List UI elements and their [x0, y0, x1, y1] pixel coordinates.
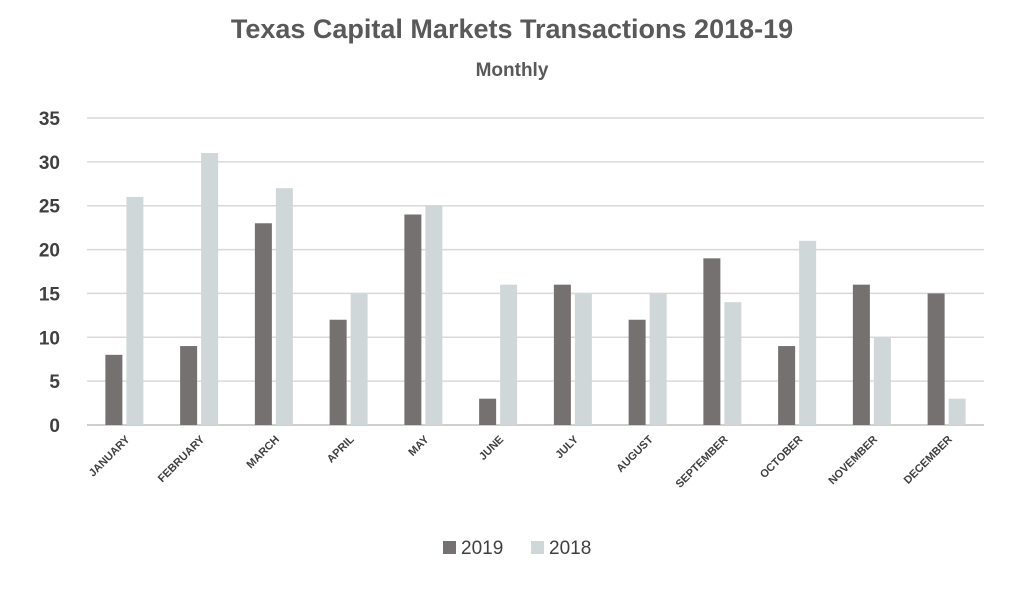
x-tick-label: JANUARY	[87, 433, 133, 479]
bars	[105, 153, 966, 426]
bar-2018-november	[873, 337, 891, 425]
x-tick-label: MAY	[406, 433, 432, 459]
y-tick-label: 0	[49, 416, 60, 437]
y-axis-ticks: 0 5 10 15 20 25 30 35	[39, 109, 61, 437]
x-tick-label: JUNE	[477, 434, 506, 463]
bar-2019-january	[105, 354, 123, 425]
chart-subtitle: Monthly	[475, 60, 549, 81]
x-tick-label: MARCH	[245, 434, 282, 471]
bar-2018-march	[275, 188, 293, 425]
x-tick-label: SEPTEMBER	[674, 434, 731, 491]
legend-swatch-2018	[531, 541, 544, 554]
legend-swatch-2019	[443, 541, 456, 554]
bar-2018-october	[799, 240, 817, 425]
legend-label-2018: 2018	[549, 538, 591, 559]
bar-2019-december	[927, 293, 945, 425]
bar-2018-september	[724, 302, 742, 425]
bar-2019-august	[628, 319, 646, 425]
x-tick-label: FEBRUARY	[156, 433, 208, 485]
x-tick-label: OCTOBER	[758, 434, 805, 481]
bar-2018-august	[649, 293, 667, 425]
bar-2018-june	[500, 284, 518, 425]
bar-2019-may	[404, 214, 422, 425]
bar-2018-february	[201, 153, 219, 426]
legend: 2019 2018	[443, 538, 591, 559]
gridlines	[87, 117, 984, 426]
bar-2018-december	[948, 398, 966, 425]
bar-2019-september	[703, 258, 721, 425]
x-tick-label: NOVEMBER	[827, 434, 880, 487]
bar-2019-march	[254, 223, 272, 425]
y-tick-label: 25	[39, 197, 61, 218]
bar-2018-may	[425, 205, 443, 425]
bar-2019-april	[329, 319, 347, 425]
legend-label-2019: 2019	[461, 538, 503, 559]
y-tick-label: 20	[39, 241, 60, 262]
x-axis-ticks: JANUARY FEBRUARY MARCH APRIL MAY JUNE JULY AUGU…	[87, 433, 955, 490]
y-tick-label: 10	[39, 328, 60, 349]
bar-2018-april	[350, 293, 368, 425]
y-tick-label: 15	[39, 284, 61, 305]
bar-2019-february	[180, 346, 198, 425]
bar-2019-november	[852, 284, 870, 425]
bar-2018-july	[574, 293, 592, 425]
x-tick-label: JULY	[553, 433, 581, 461]
y-tick-label: 30	[39, 153, 60, 174]
bar-2018-january	[126, 196, 144, 425]
y-tick-label: 35	[39, 109, 61, 130]
x-tick-label: AUGUST	[614, 433, 656, 475]
bar-2019-october	[778, 346, 796, 425]
bar-2019-june	[479, 398, 497, 425]
x-tick-label: DECEMBER	[902, 434, 955, 487]
bar-2019-july	[553, 284, 571, 425]
chart-title: Texas Capital Markets Transactions 2018-…	[230, 14, 794, 44]
y-tick-label: 5	[49, 372, 60, 393]
x-tick-label: APRIL	[325, 433, 357, 465]
